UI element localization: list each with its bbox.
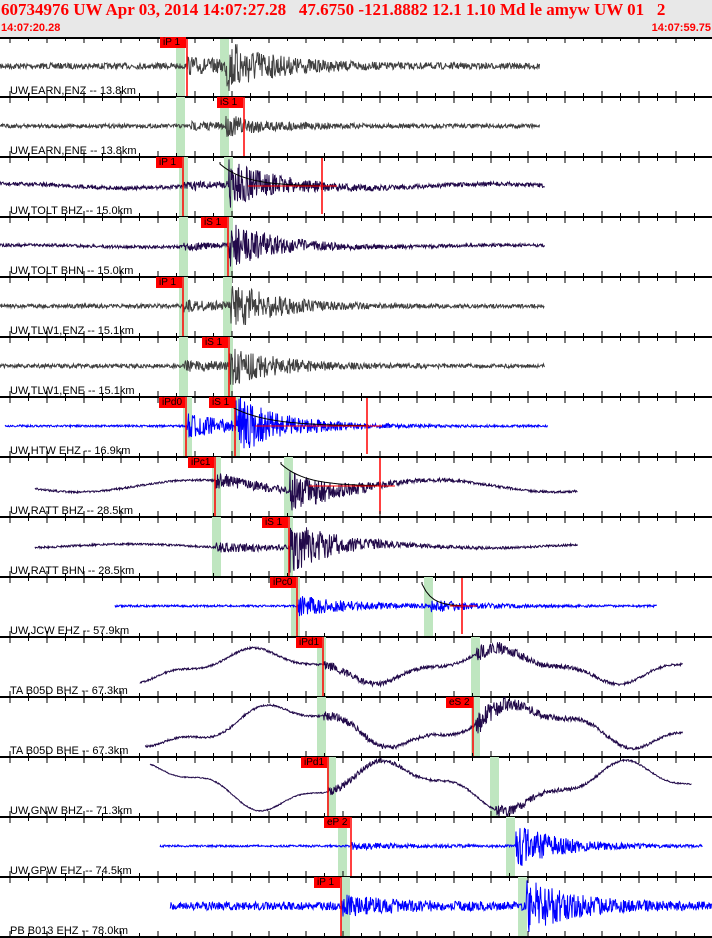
channel-label: UW,EARN,ENE -- 13.8km bbox=[10, 145, 137, 157]
channel-label: TA B05D BHE -- 67.3km bbox=[10, 745, 129, 757]
channel-label: UW,TOLT BHN -- 15.0km bbox=[10, 265, 134, 277]
seismogram-panel[interactable]: iP 1 UW,EARN,ENZ -- 13.8km iS 1 UW,EARN,ENE… bbox=[0, 37, 712, 938]
waveform-trace bbox=[139, 642, 683, 688]
coda-curve bbox=[226, 402, 368, 427]
waveform-trace bbox=[144, 696, 683, 751]
pick-label[interactable]: iS 1 bbox=[201, 217, 227, 228]
pick-label[interactable]: eS 2 bbox=[446, 697, 473, 708]
pick-window bbox=[471, 637, 480, 697]
waveform-trace bbox=[0, 286, 545, 326]
waveform-canvas bbox=[0, 37, 712, 938]
pick-label[interactable]: iP 1 bbox=[156, 157, 182, 168]
channel-label: UW,HTW EHZ -- 16.9km bbox=[10, 445, 131, 457]
pick-label[interactable]: iS 1 bbox=[262, 517, 288, 528]
event-title: 60734976 UW Apr 03, 2014 14:07:27.28 47.… bbox=[1, 0, 666, 19]
start-time: 14:07:20.28 bbox=[1, 22, 61, 34]
coda-curve bbox=[280, 462, 377, 486]
pick-window bbox=[506, 817, 515, 877]
channel-label: PB B013 EHZ -- 78.0km bbox=[10, 925, 128, 937]
pick-label[interactable]: iPd1 bbox=[296, 637, 323, 648]
coda-curve bbox=[219, 162, 321, 187]
pick-window bbox=[490, 757, 499, 817]
channel-label: TA B05D BHZ -- 67.3km bbox=[10, 685, 128, 697]
pick-window bbox=[179, 337, 188, 397]
channel-label: UW,RATT BHZ -- 28.5km bbox=[10, 505, 134, 517]
waveform-trace bbox=[0, 224, 545, 267]
event-header: 60734976 UW Apr 03, 2014 14:07:27.28 47.… bbox=[0, 0, 712, 37]
pick-window bbox=[317, 697, 326, 757]
pick-window bbox=[212, 517, 221, 577]
channel-label: UW,JCW EHZ -- 57.9km bbox=[10, 625, 130, 637]
waveform-trace bbox=[0, 348, 545, 385]
pick-window bbox=[327, 757, 336, 817]
waveform-trace bbox=[114, 596, 657, 617]
waveform-trace bbox=[0, 44, 540, 92]
pick-window bbox=[284, 457, 293, 517]
coda-curve bbox=[421, 582, 463, 607]
waveform-trace bbox=[34, 527, 578, 573]
end-time: 14:07:59.75 bbox=[651, 22, 711, 34]
channel-label: UW,TLW1,ENZ -- 15.1km bbox=[10, 325, 134, 337]
waveform-trace bbox=[159, 827, 703, 866]
channel-label: UW,GNW BHZ -- 71.3km bbox=[10, 805, 133, 817]
pick-window bbox=[338, 817, 347, 877]
pick-window bbox=[317, 637, 326, 697]
pick-window bbox=[179, 217, 188, 277]
channel-label: UW,GPW EHZ -- 74.5km bbox=[10, 865, 132, 877]
waveform-trace bbox=[149, 756, 692, 819]
waveform-trace bbox=[0, 115, 540, 137]
pick-label[interactable]: iS 1 bbox=[202, 337, 228, 348]
pick-label[interactable]: iP 1 bbox=[156, 277, 182, 288]
channel-label: UW,RATT BHN -- 28.5km bbox=[10, 565, 135, 577]
pick-label[interactable]: iPc1 bbox=[188, 457, 214, 468]
pick-label[interactable]: iPd0 bbox=[159, 397, 186, 408]
pick-window bbox=[471, 697, 480, 757]
pick-label[interactable]: iS 1 bbox=[217, 97, 243, 108]
channel-label: UW,TOLT BHZ -- 15.0km bbox=[10, 205, 133, 217]
pick-label[interactable]: iS 1 bbox=[209, 397, 235, 408]
channel-label: UW,TLW1,ENE -- 15.1km bbox=[10, 385, 135, 397]
waveform-trace bbox=[0, 159, 545, 208]
waveform-trace bbox=[4, 397, 548, 449]
pick-window bbox=[223, 277, 232, 337]
pick-label[interactable]: iPd1 bbox=[301, 757, 328, 768]
pick-label[interactable]: eP 2 bbox=[324, 817, 351, 828]
pick-label[interactable]: iP 1 bbox=[314, 877, 340, 888]
pick-window bbox=[518, 877, 527, 937]
waveform-trace bbox=[169, 880, 712, 932]
pick-label[interactable]: iPc0 bbox=[270, 577, 296, 588]
channel-label: UW,EARN,ENZ -- 13.8km bbox=[10, 85, 136, 97]
pick-label[interactable]: iP 1 bbox=[160, 37, 186, 48]
